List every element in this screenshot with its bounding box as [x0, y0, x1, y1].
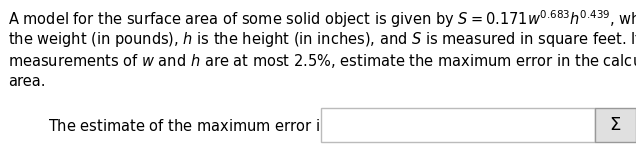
- Text: the weight (in pounds), $h$ is the height (in inches), and $S$ is measured in sq: the weight (in pounds), $h$ is the heigh…: [8, 30, 636, 49]
- Text: A model for the surface area of some solid object is given by $S = 0.171w^{0.683: A model for the surface area of some sol…: [8, 8, 636, 30]
- Text: The estimate of the maximum error in $S$ is:: The estimate of the maximum error in $S$…: [48, 118, 364, 134]
- Bar: [595, 108, 636, 142]
- Bar: [321, 108, 595, 142]
- Text: $\Sigma$: $\Sigma$: [609, 116, 621, 134]
- Text: measurements of $w$ and $h$ are at most 2.5%, estimate the maximum error in the : measurements of $w$ and $h$ are at most …: [8, 52, 636, 70]
- Text: area.: area.: [8, 74, 45, 89]
